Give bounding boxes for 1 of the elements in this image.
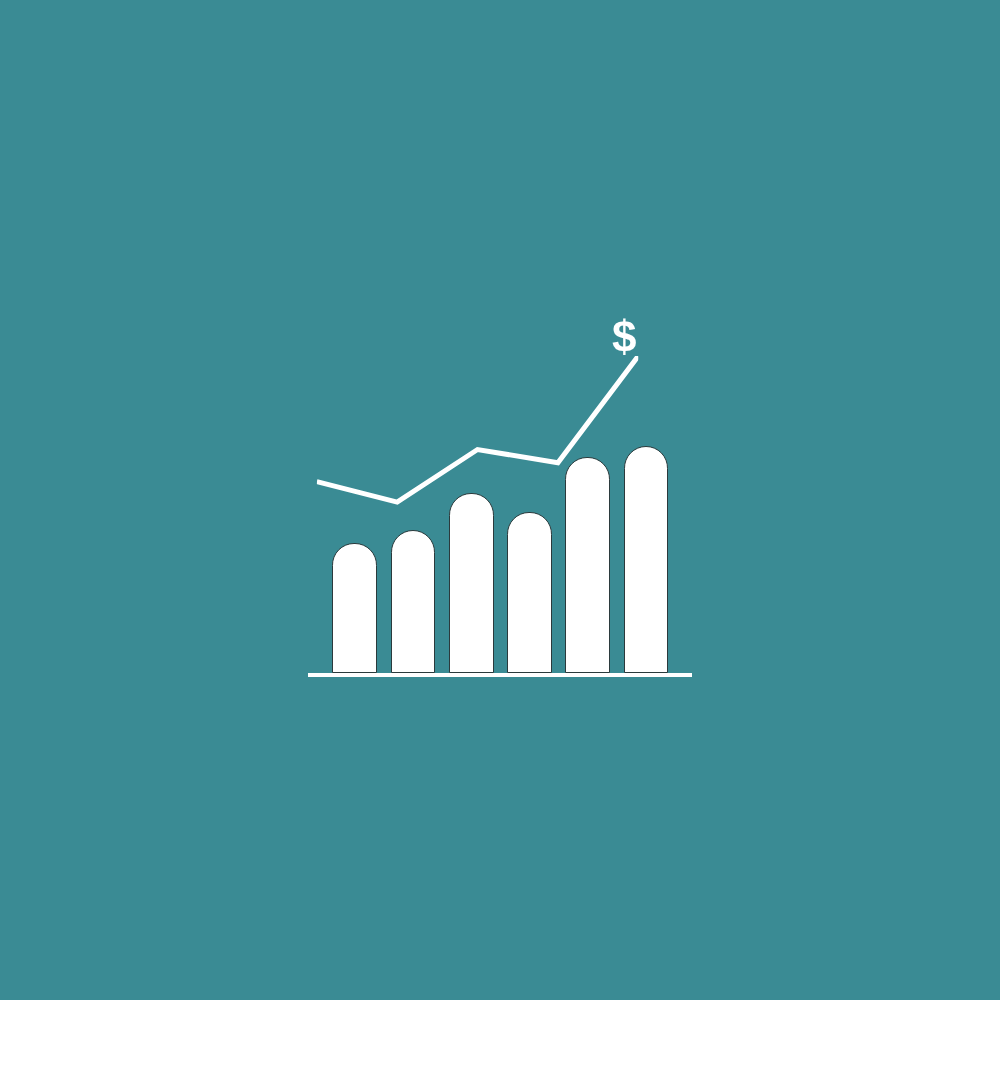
- annotation: $: [612, 312, 637, 361]
